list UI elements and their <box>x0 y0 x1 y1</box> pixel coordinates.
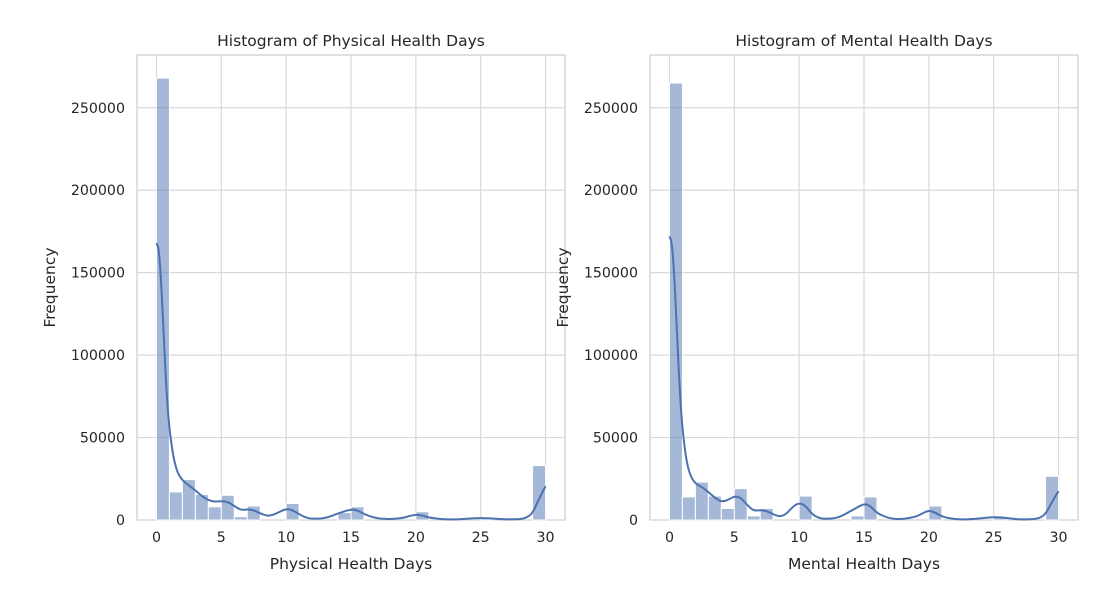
x-tick-labels: 0 5 10 15 20 25 30 <box>665 530 1068 546</box>
kde-curve <box>155 242 547 521</box>
x-tick-label: 0 <box>152 530 161 546</box>
x-tick-label: 30 <box>1050 530 1068 546</box>
histogram-bar <box>863 496 878 521</box>
y-tick-label: 0 <box>629 513 638 529</box>
y-tick-labels: 0 50000 100000 150000 200000 250000 <box>71 101 125 529</box>
chart-title: Histogram of Physical Health Days <box>217 32 485 50</box>
x-tick-label: 0 <box>665 530 674 546</box>
y-tick-label: 50000 <box>593 431 638 447</box>
y-tick-label: 250000 <box>584 101 638 117</box>
histogram-bar <box>850 515 865 521</box>
histogram-bar <box>798 495 813 521</box>
x-tick-label: 10 <box>790 530 808 546</box>
x-axis-label: Mental Health Days <box>788 555 940 573</box>
histogram-bar <box>233 516 248 521</box>
x-tick-label: 5 <box>730 530 739 546</box>
y-tick-label: 200000 <box>71 183 125 199</box>
x-tick-label: 15 <box>855 530 873 546</box>
y-axis-label: Frequency <box>554 247 572 327</box>
histogram-bar <box>220 494 235 521</box>
y-tick-label: 250000 <box>71 101 125 117</box>
x-axis-label: Physical Health Days <box>270 555 433 573</box>
y-tick-label: 200000 <box>584 183 638 199</box>
x-tick-labels: 0 5 10 15 20 25 30 <box>152 530 555 546</box>
kde-curve <box>668 236 1060 521</box>
histogram-bar <box>168 491 183 521</box>
histogram-bar <box>1045 475 1060 521</box>
chart-mental-health: 0 5 10 15 20 25 30 0 50000 100000 150000 200000 250… <box>554 32 1079 573</box>
x-tick-label: 25 <box>985 530 1003 546</box>
y-tick-labels: 0 50000 100000 150000 200000 250000 <box>584 101 638 529</box>
histogram-bar <box>532 465 547 521</box>
x-tick-label: 10 <box>277 530 295 546</box>
x-tick-label: 25 <box>472 530 490 546</box>
x-tick-label: 20 <box>407 530 425 546</box>
y-tick-label: 150000 <box>584 266 638 282</box>
x-tick-label: 30 <box>537 530 555 546</box>
x-tick-label: 15 <box>342 530 360 546</box>
histogram-bar <box>681 496 696 521</box>
y-tick-label: 100000 <box>584 348 638 364</box>
y-tick-label: 150000 <box>71 266 125 282</box>
x-tick-label: 5 <box>217 530 226 546</box>
histogram-bar <box>746 515 761 521</box>
y-tick-label: 0 <box>116 513 125 529</box>
y-tick-label: 100000 <box>71 348 125 364</box>
histogram-bar <box>207 506 222 521</box>
y-tick-label: 50000 <box>80 431 125 447</box>
histogram-bar <box>720 507 735 521</box>
chart-physical-health: 0 5 10 15 20 25 30 0 50000 100000 150000 200000 250… <box>41 32 566 573</box>
x-tick-label: 20 <box>920 530 938 546</box>
histogram-bar <box>285 503 300 521</box>
y-axis-label: Frequency <box>41 247 59 327</box>
chart-title: Histogram of Mental Health Days <box>735 32 992 50</box>
